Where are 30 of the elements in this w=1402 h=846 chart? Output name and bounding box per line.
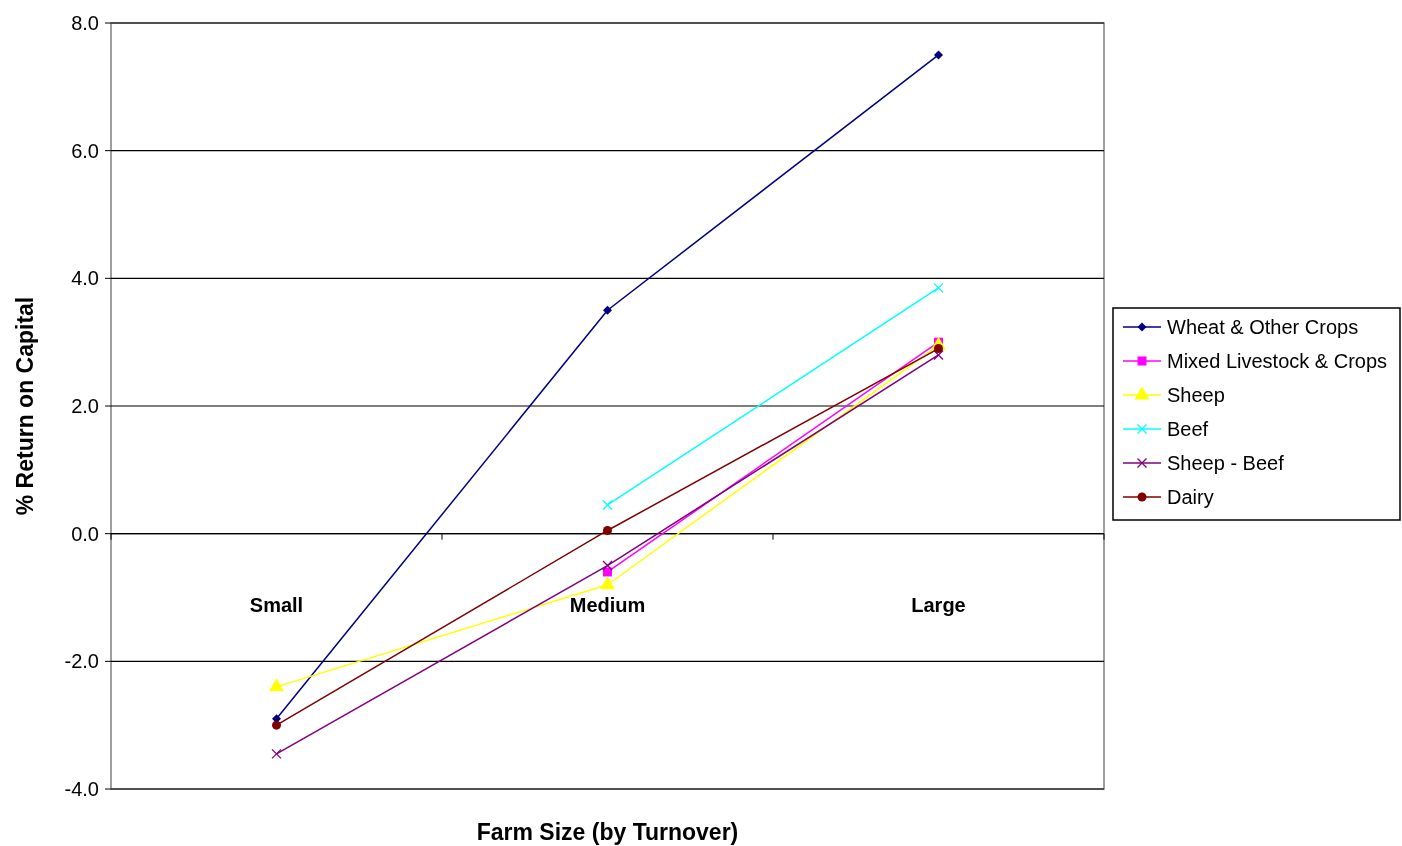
point — [272, 720, 281, 730]
point — [271, 748, 282, 760]
x-tick-label: Large — [911, 593, 966, 616]
y-tick-label: 0.0 — [71, 522, 99, 545]
x-tick-label: Medium — [569, 593, 646, 616]
point — [934, 50, 943, 60]
point — [933, 282, 944, 294]
x-tick-label: Small — [249, 593, 304, 616]
point — [934, 344, 943, 354]
legend-label: Dairy — [1167, 486, 1214, 508]
y-tick-label: 2.0 — [71, 395, 99, 417]
legend-label: Wheat & Other Crops — [1167, 316, 1359, 338]
legend-label: Sheep - Beef — [1167, 452, 1285, 474]
point — [600, 576, 615, 590]
point — [602, 499, 613, 511]
point — [933, 349, 944, 361]
point — [603, 305, 612, 315]
point — [603, 525, 612, 535]
y-tick-label: -2.0 — [64, 650, 99, 673]
legend-label: Beef — [1167, 418, 1209, 440]
legend-label: Sheep — [1167, 384, 1225, 406]
point — [602, 560, 613, 571]
y-tick-label: 8.0 — [71, 12, 99, 34]
y-tick-label: 4.0 — [71, 267, 99, 290]
y-tick-label: 6.0 — [71, 139, 99, 162]
legend-label: Mixed Livestock & Crops — [1167, 350, 1388, 372]
point — [269, 678, 284, 692]
x-axis-title: Farm Size (by Turnover) — [476, 819, 739, 845]
y-axis-title: % Return on Capital — [12, 296, 38, 516]
y-tick-label: -4.0 — [64, 778, 99, 800]
